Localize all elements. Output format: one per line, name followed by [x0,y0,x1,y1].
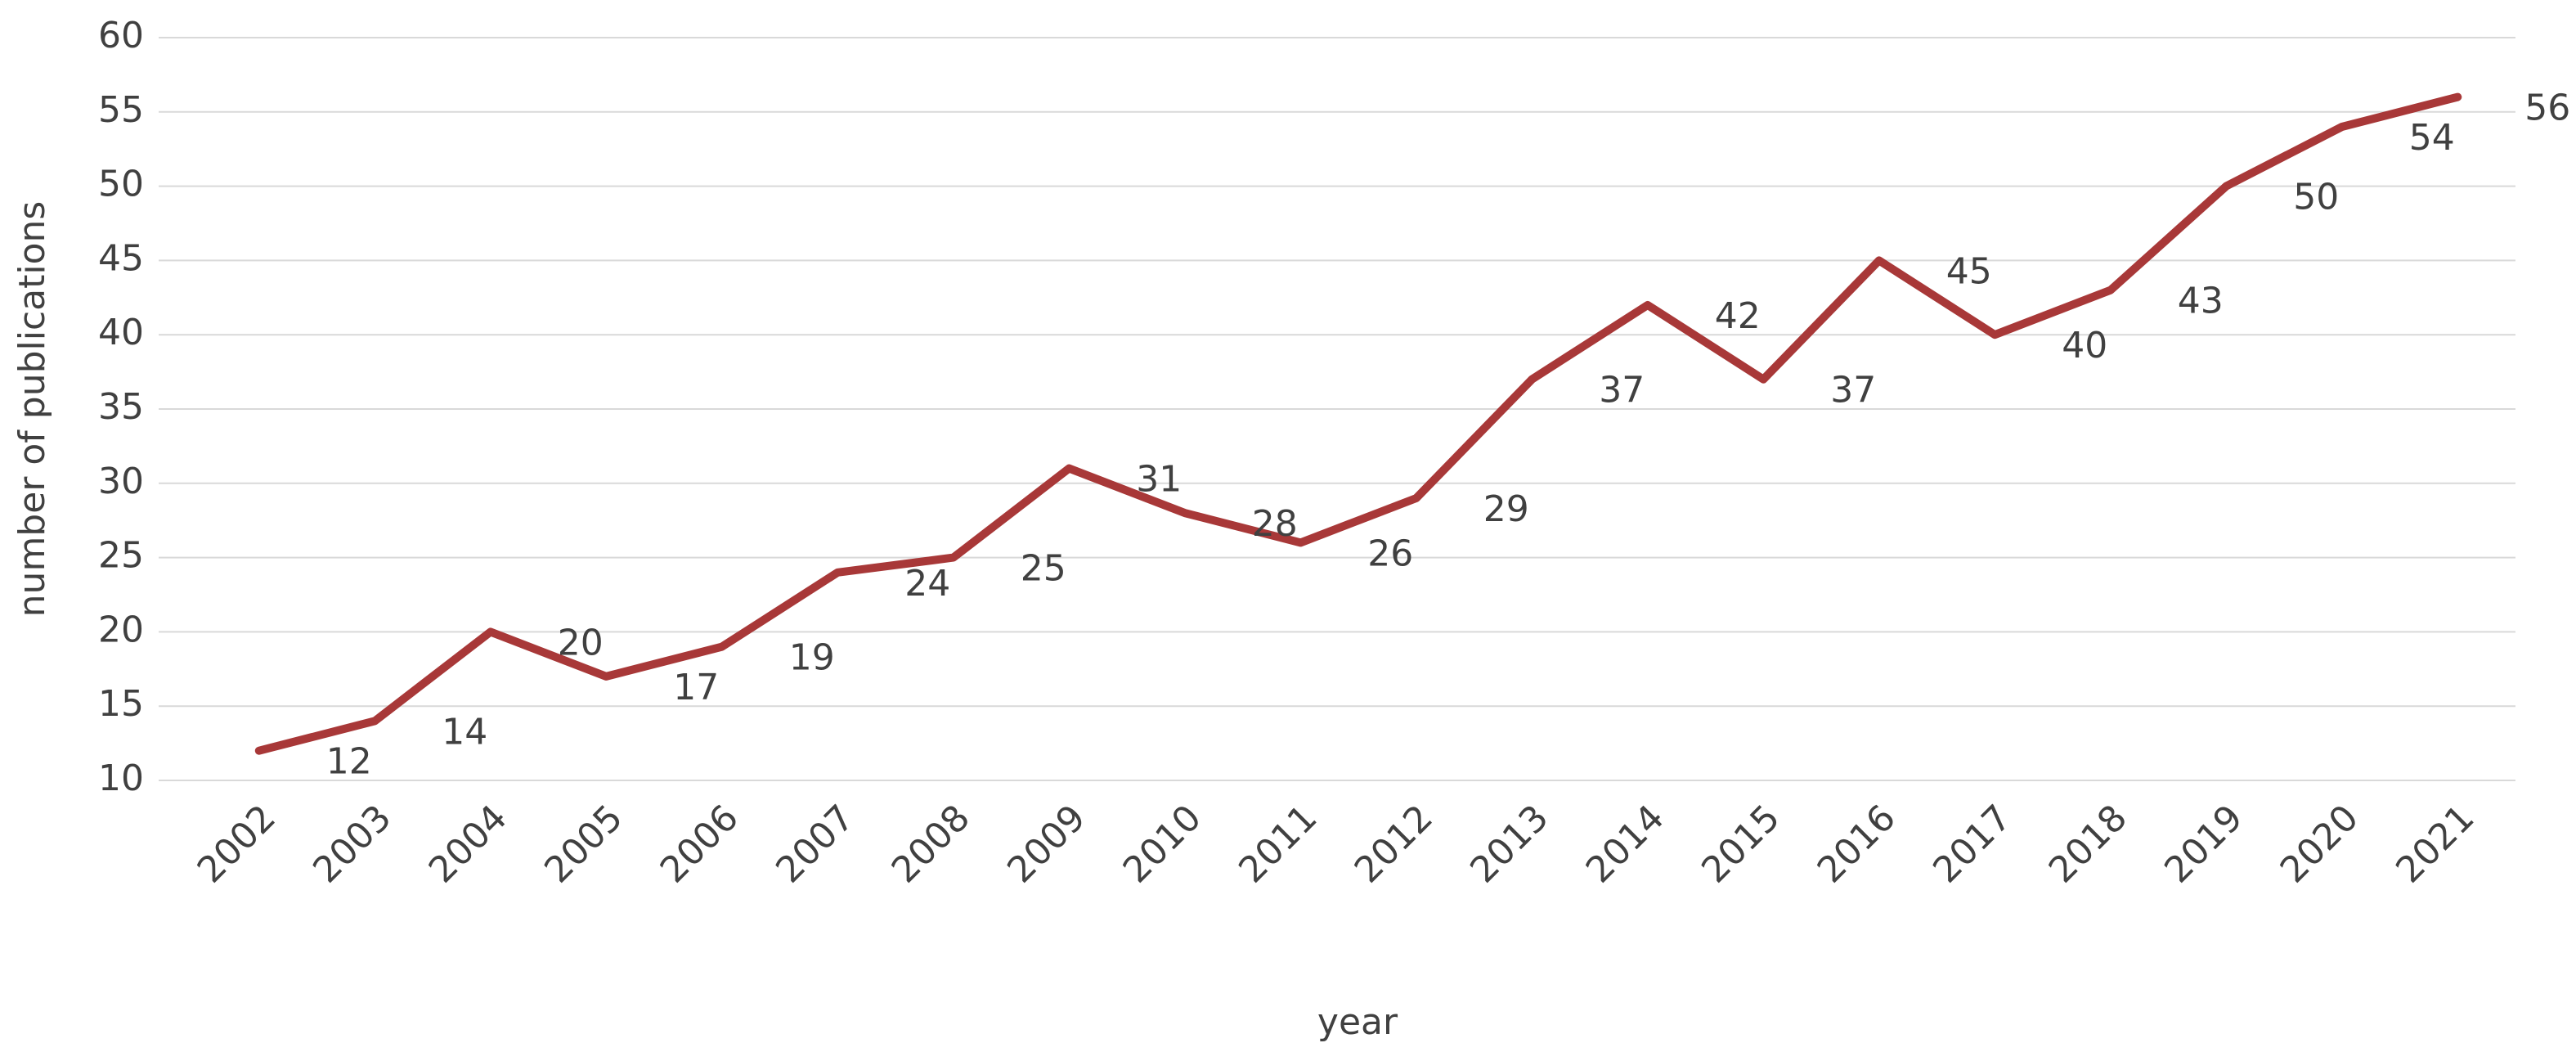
x-tick-label: 2021 [2388,797,2482,891]
data-label: 19 [789,637,835,679]
data-label: 56 [2524,88,2570,129]
x-tick-label: 2002 [190,797,284,891]
data-label: 40 [2062,325,2107,366]
data-label: 17 [673,667,719,708]
data-label: 26 [1367,533,1413,574]
y-tick-label: 25 [98,535,144,577]
x-tick-label: 2005 [536,797,631,891]
data-label: 25 [1021,548,1066,590]
data-label: 24 [904,563,950,605]
x-tick-label: 2015 [1694,797,1788,891]
data-label: 20 [558,622,604,663]
x-tick-label: 2008 [884,797,978,891]
x-tick-label: 2016 [1810,797,1904,891]
data-label: 43 [2178,281,2224,322]
data-label: 28 [1252,503,1298,545]
x-tick-label: 2007 [768,797,862,891]
data-label: 42 [1715,295,1761,337]
y-tick-label: 15 [98,683,144,725]
y-tick-label: 35 [98,386,144,428]
data-label: 12 [326,741,372,783]
x-tick-label: 2011 [1231,797,1325,891]
y-tick-label: 50 [98,164,144,205]
data-label: 45 [1946,250,1992,292]
x-tick-label: 2004 [421,797,515,891]
y-tick-label: 40 [98,312,144,353]
y-tick-label: 20 [98,609,144,650]
y-tick-label: 10 [98,758,144,799]
data-label: 50 [2293,177,2339,218]
x-tick-label: 2014 [1578,797,1672,891]
x-tick-label: 2010 [1115,797,1209,891]
y-tick-label: 60 [98,15,144,56]
data-line [254,92,2462,755]
data-label: 31 [1136,459,1182,501]
y-axis-title: number of publications [11,201,53,618]
y-tick-label: 30 [98,461,144,502]
x-tick-label: 2003 [305,797,399,891]
data-label: 14 [442,711,487,753]
x-axis-title: year [1317,1001,1398,1043]
x-tick-label: 2017 [1925,797,2019,891]
data-label: 54 [2409,117,2455,159]
x-tick-label: 2006 [653,797,747,891]
x-tick-label: 2012 [1347,797,1441,891]
x-tick-label: 2013 [1462,797,1556,891]
y-tick-label: 45 [98,237,144,279]
data-label: 37 [1599,370,1645,411]
x-tick-label: 2020 [2273,797,2367,891]
data-label: 37 [1830,370,1876,411]
y-tick-label: 55 [98,89,144,131]
x-tick-label: 2019 [2156,797,2251,891]
x-tick-label: 2009 [999,797,1093,891]
data-label: 29 [1483,488,1529,530]
x-tick-label: 2018 [2041,797,2135,891]
